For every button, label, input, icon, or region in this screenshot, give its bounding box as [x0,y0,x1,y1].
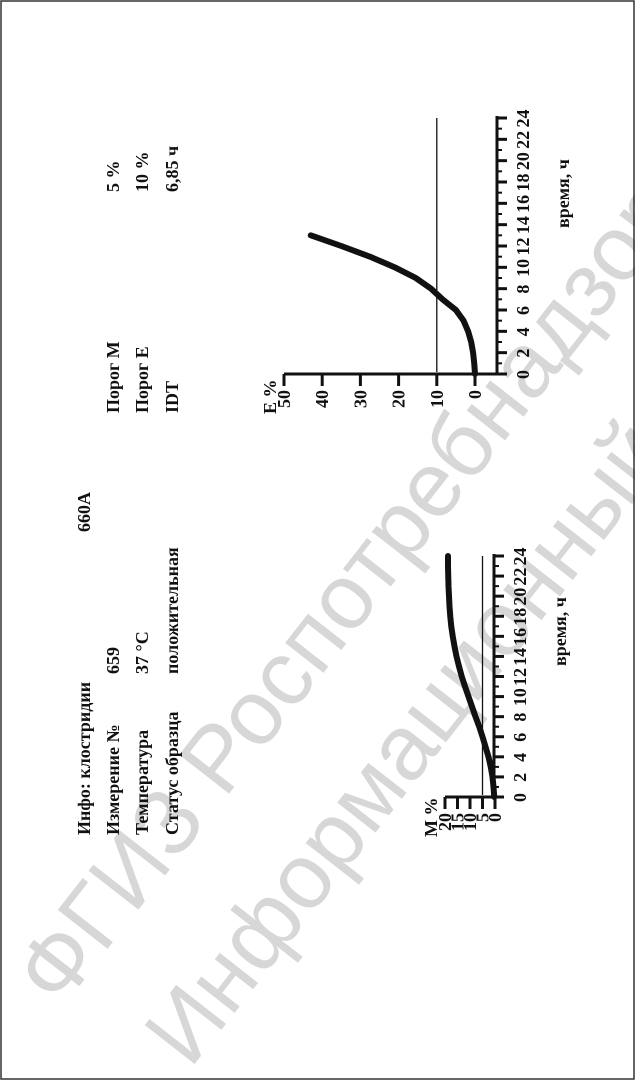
m-y-tick-label: 0 [485,813,505,822]
watermark: ФГИЗ Роспотребнадзор Информационный ресу… [0,153,635,1080]
e-y-tick-label: 10 [427,390,447,408]
m-x-tick-label: 24 [510,548,530,566]
threshold-m-value: 5 % [103,161,123,193]
measurement-value: 659 [103,647,123,674]
temperature-label: Температура [132,730,152,835]
e-x-tick-label: 20 [513,152,533,170]
e-x-tick-label: 18 [513,174,533,192]
m-y-tick-label: 10 [460,813,480,831]
m-x-tick-label: 12 [510,668,530,686]
e-x-tick-label: 8 [513,285,533,294]
threshold-e-label: Порог Е [132,346,152,413]
e-x-tick-label: 22 [513,131,533,149]
m-y-tick-label: 20 [435,813,455,831]
e-x-tick-label: 16 [513,195,533,213]
idt-value: 6,85 ч [162,146,182,192]
status-label: Статус образца [162,711,182,835]
m-x-tick-label: 0 [510,793,530,802]
m-y-tick-label: 15 [448,813,468,831]
e-x-tick-label: 2 [513,349,533,358]
e-x-tick-label: 14 [513,216,533,234]
e-x-axis-title: время, ч [553,159,573,228]
e-x-tick-label: 24 [513,110,533,128]
m-x-tick-label: 20 [510,588,530,606]
m-x-tick-label: 2 [510,773,530,782]
e-y-tick-label: 50 [274,390,294,408]
e-y-tick-label: 20 [389,390,409,408]
m-x-tick-label: 18 [510,608,530,626]
e-x-tick-label: 10 [513,259,533,277]
e-y-tick-label: 0 [465,390,485,399]
e-y-tick-label: 30 [350,390,370,408]
e-x-tick-label: 4 [513,327,533,336]
e-series-line [307,232,478,377]
temperature-value: 37 °C [132,631,152,674]
m-y-tick-label: 5 [473,813,493,822]
threshold-e-value: 10 % [132,152,152,193]
e-x-tick-label: 6 [513,306,533,315]
info-block: Инфо: клостридии Измерение № 659 Темпера… [74,146,182,835]
m-series-line [445,553,498,800]
status-value: положительная [162,547,182,674]
m-x-tick-label: 10 [510,688,530,706]
m-x-tick-label: 14 [510,648,530,666]
info-title: Инфо: клостридии [74,682,94,835]
sample-id: 660А [74,492,94,532]
m-x-tick-label: 6 [510,733,530,742]
measurement-label: Измерение № [103,724,123,835]
e-x-tick-label: 12 [513,238,533,256]
m-y-axis-title: М % [421,798,441,838]
m-x-tick-label: 22 [510,568,530,586]
m-x-tick-label: 8 [510,713,530,722]
idt-label: IDT [162,381,182,413]
m-x-axis-title: время, ч [550,597,570,666]
m-x-tick-label: 4 [510,753,530,762]
e-y-tick-label: 40 [312,390,332,408]
e-x-tick-label: 0 [513,370,533,379]
report-content: Инфо: клостридии Измерение № 659 Темпера… [74,110,573,838]
m-x-tick-label: 16 [510,628,530,646]
threshold-m-label: Порог М [103,341,123,413]
e-y-axis-title: Е % [260,379,280,414]
